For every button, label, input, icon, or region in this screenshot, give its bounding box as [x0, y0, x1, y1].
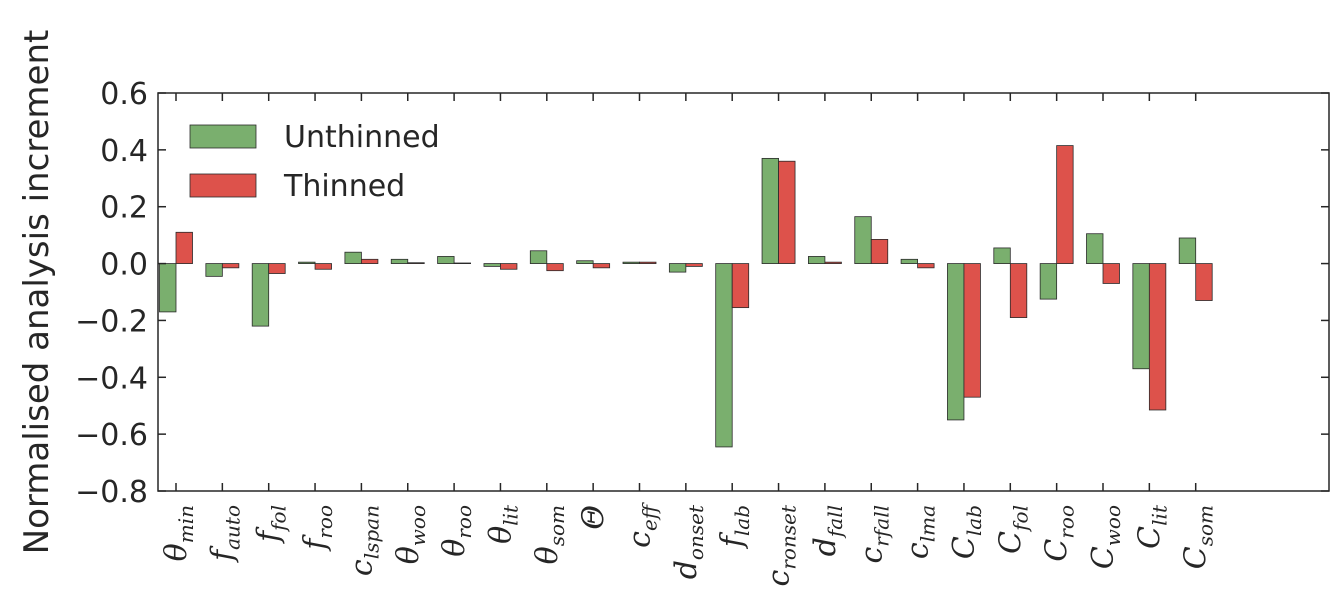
bar-unthinned-14 [808, 256, 826, 264]
bar-unthinned-6 [437, 256, 455, 264]
bar-unthinned-5 [390, 258, 409, 264]
bar-thinned-15 [870, 239, 889, 264]
y-tick-label: −0.2 [75, 304, 148, 339]
x-tick-label-4: clspan [344, 505, 383, 576]
bar-unthinned-0 [159, 263, 177, 313]
bar-unthinned-3 [298, 261, 316, 264]
x-tick-label-10: ceff [623, 501, 662, 548]
y-axis-label: Normalised analysis increment [17, 30, 57, 555]
y-tick-label: −0.4 [75, 361, 148, 396]
plot-frame [157, 92, 1330, 492]
bar-unthinned-4 [344, 251, 362, 264]
bar-thinned-11 [685, 263, 703, 267]
bar-unthinned-7 [483, 263, 501, 267]
x-tick-label-11: donset [669, 504, 708, 579]
x-tick-label-0: θmin [159, 505, 198, 561]
x-tick-label-17: Clab [947, 505, 986, 559]
bar-unthinned-8 [529, 250, 548, 264]
bar-thinned-14 [824, 261, 842, 264]
x-tick-label-5: θwoo [391, 505, 430, 564]
bar-thinned-13 [778, 160, 796, 264]
y-tick-label: 0.6 [100, 77, 148, 112]
bar-thinned-2 [268, 263, 286, 274]
y-tick-label: 0.4 [100, 134, 148, 169]
bar-unthinned-1 [205, 263, 223, 277]
bar-unthinned-17 [947, 263, 965, 421]
bar-unthinned-22 [1178, 237, 1197, 264]
y-tick-label: 0.0 [100, 248, 148, 283]
bar-unthinned-15 [854, 216, 872, 264]
legend-swatch-1 [189, 173, 257, 198]
legend-label-1: Thinned [283, 169, 405, 204]
legend-label-0: Unthinned [284, 120, 440, 155]
bar-unthinned-9 [576, 260, 594, 264]
x-tick-label-15: crfall [854, 505, 893, 564]
bar-thinned-3 [314, 263, 332, 270]
bar-unthinned-12 [715, 263, 733, 448]
bar-thinned-16 [917, 263, 935, 269]
bar-thinned-20 [1102, 263, 1120, 284]
x-tick-label-18: Cfol [993, 505, 1032, 554]
legend: Unthinned Thinned [189, 120, 440, 204]
bar-unthinned-11 [668, 263, 687, 273]
bar-unthinned-19 [1039, 263, 1058, 300]
bar-unthinned-16 [900, 258, 918, 264]
bar-unthinned-10 [622, 261, 640, 264]
bar-thinned-22 [1195, 263, 1213, 301]
x-tick-label-14: dfall [808, 505, 847, 556]
bar-thinned-17 [963, 263, 981, 398]
x-tick-label-3: froo [298, 505, 337, 552]
x-tick-label-7: θlit [483, 504, 522, 544]
x-tick-label-6: θroo [437, 505, 476, 557]
bars-group [159, 145, 1213, 448]
bar-unthinned-2 [251, 263, 270, 327]
x-tick-label-19: Croo [1040, 505, 1079, 562]
x-tick-label-12: flab [715, 505, 754, 549]
x-tick-label-8: θsom [530, 505, 569, 564]
bar-thinned-4 [360, 258, 379, 264]
bar-thinned-9 [592, 263, 611, 269]
y-tick-label: 0.2 [100, 191, 148, 226]
bar-thinned-12 [731, 263, 750, 309]
x-tick-label-2: ffol [252, 505, 291, 544]
y-tick-label: −0.8 [75, 475, 148, 510]
bar-unthinned-18 [993, 247, 1011, 264]
bar-thinned-10 [639, 261, 657, 264]
x-tick-label-20: Cwoo [1086, 505, 1125, 569]
bar-unthinned-13 [761, 157, 779, 264]
x-tick-label-1: fauto [205, 505, 244, 563]
bar-thinned-6 [453, 262, 472, 265]
bar-thinned-19 [1056, 145, 1074, 264]
bar-thinned-1 [221, 263, 240, 269]
x-tick-label-16: clma [901, 505, 940, 559]
legend-swatch-0 [189, 124, 257, 149]
x-tick-label-13: cronset [762, 504, 801, 586]
bar-thinned-8 [546, 263, 564, 272]
bar-thinned-21 [1148, 263, 1167, 411]
bar-unthinned-20 [1086, 233, 1104, 264]
bar-unthinned-21 [1132, 263, 1150, 370]
bar-thinned-5 [407, 262, 425, 264]
bar-thinned-0 [175, 231, 193, 264]
bar-thinned-7 [500, 263, 518, 270]
x-tick-label-21: Clit [1132, 504, 1171, 549]
y-axis: 0.6 0.4 0.2 0.0 −0.2 −0.4 −0.6 −0.8 [75, 77, 1329, 510]
y-tick-label: −0.6 [75, 418, 148, 453]
x-tick-label-9: Θ [576, 505, 611, 530]
bar-thinned-18 [1009, 263, 1028, 318]
x-tick-label-22: Csom [1179, 505, 1218, 569]
